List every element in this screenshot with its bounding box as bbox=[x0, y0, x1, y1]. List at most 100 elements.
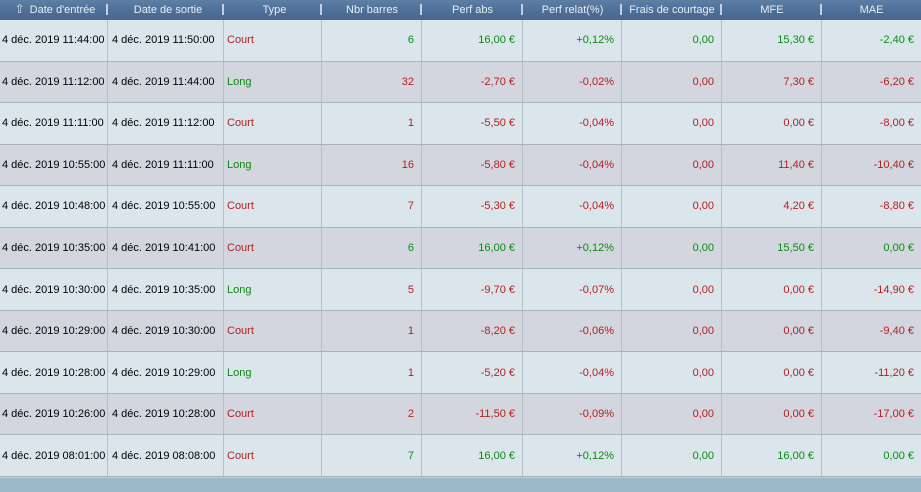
table-row[interactable]: 4 déc. 2019 10:55:00 4 déc. 2019 11:11:00… bbox=[0, 144, 921, 187]
cell-type: Long bbox=[224, 352, 322, 393]
cell-date-d-entr-e: 4 déc. 2019 10:48:00 bbox=[0, 186, 108, 227]
cell-mae: -9,40 € bbox=[879, 325, 914, 338]
cell-date-d-entr-e: 4 déc. 2019 10:55:00 bbox=[0, 144, 108, 186]
column-header-mfe[interactable]: MFE bbox=[722, 0, 822, 20]
cell-mae: -17,00 € bbox=[873, 408, 914, 421]
cell-mfe: 16,00 € bbox=[722, 435, 822, 477]
column-header-mae[interactable]: MAE bbox=[822, 0, 921, 20]
cell-nbr-barres: 6 bbox=[322, 227, 422, 269]
footer-bar bbox=[0, 477, 921, 492]
column-header-label: Date d'entrée bbox=[29, 4, 96, 16]
cell-date-de-sortie: 4 déc. 2019 10:29:00 bbox=[108, 352, 224, 393]
cell-date-d-entr-e: 4 déc. 2019 11:44:00 bbox=[0, 20, 108, 61]
cell-date-de-sortie: 4 déc. 2019 11:44:00 bbox=[108, 61, 224, 103]
cell-date-d-entr-e: 4 déc. 2019 10:30:00 bbox=[0, 269, 108, 310]
table-row[interactable]: 4 déc. 2019 10:29:00 4 déc. 2019 10:30:00… bbox=[0, 310, 921, 353]
column-header-frais-de-courtage[interactable]: Frais de courtage bbox=[622, 0, 722, 20]
cell-perf-abs: -9,70 € bbox=[422, 269, 523, 310]
table-row[interactable]: 4 déc. 2019 11:44:00 4 déc. 2019 11:50:00… bbox=[0, 20, 921, 62]
cell-date-de-sortie: 4 déc. 2019 10:28:00 bbox=[108, 393, 224, 435]
column-header-label: Perf abs bbox=[452, 4, 493, 16]
cell-nbr-barres: 1 bbox=[322, 310, 422, 352]
table-row[interactable]: 4 déc. 2019 11:12:00 4 déc. 2019 11:44:00… bbox=[0, 61, 921, 104]
cell-date-de-sortie: 4 déc. 2019 10:41:00 bbox=[108, 227, 224, 269]
cell-perf-relat: -0,07% bbox=[523, 269, 622, 310]
cell-type: Long bbox=[224, 269, 322, 310]
cell-perf-relat: -0,09% bbox=[523, 393, 622, 435]
column-header-type[interactable]: Type bbox=[224, 0, 322, 20]
cell-frais-de-courtage: 0,00 bbox=[622, 227, 722, 269]
cell-mae: -8,80 € bbox=[879, 200, 914, 213]
cell-perf-relat: -0,04% bbox=[523, 103, 622, 144]
cell-mfe: 0,00 € bbox=[722, 269, 822, 310]
cell-type: Court bbox=[224, 186, 322, 227]
cell-perf-abs: -5,30 € bbox=[422, 186, 523, 227]
cell-perf-relat: +0,12% bbox=[523, 435, 622, 477]
cell-date-d-entr-e: 4 déc. 2019 10:29:00 bbox=[0, 310, 108, 352]
cell-mfe: 11,40 € bbox=[722, 144, 822, 186]
cell-frais-de-courtage: 0,00 bbox=[622, 310, 722, 352]
table-row[interactable]: 4 déc. 2019 10:30:00 4 déc. 2019 10:35:00… bbox=[0, 269, 921, 311]
column-header-label: Type bbox=[262, 4, 287, 16]
table-row[interactable]: 4 déc. 2019 10:26:00 4 déc. 2019 10:28:00… bbox=[0, 393, 921, 436]
column-header-perf-relat[interactable]: Perf relat(%) bbox=[523, 0, 622, 20]
cell-date-d-entr-e: 4 déc. 2019 10:26:00 bbox=[0, 393, 108, 435]
cell-mfe: 0,00 € bbox=[722, 352, 822, 393]
cell-perf-relat: -0,04% bbox=[523, 186, 622, 227]
cell-perf-relat: +0,12% bbox=[523, 20, 622, 61]
cell-date-de-sortie: 4 déc. 2019 10:35:00 bbox=[108, 269, 224, 310]
cell-type: Court bbox=[224, 435, 322, 477]
cell-type: Court bbox=[224, 103, 322, 144]
cell-type: Court bbox=[224, 20, 322, 61]
cell-perf-abs: -11,50 € bbox=[422, 393, 523, 435]
cell-mfe: 0,00 € bbox=[722, 103, 822, 144]
cell-nbr-barres: 2 bbox=[322, 393, 422, 435]
cell-perf-abs: 16,00 € bbox=[422, 435, 523, 477]
sort-ascending-icon: ⇧ bbox=[14, 2, 25, 16]
cell-date-de-sortie: 4 déc. 2019 10:55:00 bbox=[108, 186, 224, 227]
cell-mae: -6,20 € bbox=[879, 75, 914, 88]
cell-date-d-entr-e: 4 déc. 2019 11:11:00 bbox=[0, 103, 108, 144]
cell-mfe: 15,30 € bbox=[722, 20, 822, 61]
cell-frais-de-courtage: 0,00 bbox=[622, 103, 722, 144]
cell-perf-abs: -2,70 € bbox=[422, 61, 523, 103]
column-header-date-d-entr-e[interactable]: ⇧ Date d'entrée bbox=[0, 0, 108, 20]
cell-perf-abs: -5,50 € bbox=[422, 103, 523, 144]
cell-nbr-barres: 7 bbox=[322, 186, 422, 227]
cell-nbr-barres: 5 bbox=[322, 269, 422, 310]
table-row[interactable]: 4 déc. 2019 10:35:00 4 déc. 2019 10:41:00… bbox=[0, 227, 921, 270]
cell-date-de-sortie: 4 déc. 2019 10:30:00 bbox=[108, 310, 224, 352]
cell-frais-de-courtage: 0,00 bbox=[622, 61, 722, 103]
cell-mfe: 0,00 € bbox=[722, 310, 822, 352]
cell-date-d-entr-e: 4 déc. 2019 08:01:00 bbox=[0, 435, 108, 477]
column-header-label: MAE bbox=[859, 4, 884, 16]
cell-nbr-barres: 1 bbox=[322, 103, 422, 144]
cell-date-de-sortie: 4 déc. 2019 11:12:00 bbox=[108, 103, 224, 144]
cell-mae: -8,00 € bbox=[879, 117, 914, 130]
cell-mfe: 15,50 € bbox=[722, 227, 822, 269]
table-row[interactable]: 4 déc. 2019 08:01:00 4 déc. 2019 08:08:00… bbox=[0, 435, 921, 478]
cell-mae: -10,40 € bbox=[873, 158, 914, 171]
cell-perf-abs: -5,80 € bbox=[422, 144, 523, 186]
table-row[interactable]: 4 déc. 2019 10:48:00 4 déc. 2019 10:55:00… bbox=[0, 186, 921, 228]
cell-date-d-entr-e: 4 déc. 2019 10:35:00 bbox=[0, 227, 108, 269]
cell-mfe: 4,20 € bbox=[722, 186, 822, 227]
column-header-label: Date de sortie bbox=[133, 4, 203, 16]
column-header-label: Frais de courtage bbox=[629, 4, 715, 16]
cell-nbr-barres: 32 bbox=[322, 61, 422, 103]
cell-perf-relat: -0,02% bbox=[523, 61, 622, 103]
table-row[interactable]: 4 déc. 2019 10:28:00 4 déc. 2019 10:29:00… bbox=[0, 352, 921, 394]
cell-date-de-sortie: 4 déc. 2019 11:50:00 bbox=[108, 20, 224, 61]
cell-type: Court bbox=[224, 310, 322, 352]
cell-frais-de-courtage: 0,00 bbox=[622, 352, 722, 393]
column-header-date-de-sortie[interactable]: Date de sortie bbox=[108, 0, 224, 20]
cell-date-d-entr-e: 4 déc. 2019 10:28:00 bbox=[0, 352, 108, 393]
cell-mfe: 7,30 € bbox=[722, 61, 822, 103]
cell-perf-abs: 16,00 € bbox=[422, 20, 523, 61]
cell-date-d-entr-e: 4 déc. 2019 11:12:00 bbox=[0, 61, 108, 103]
cell-frais-de-courtage: 0,00 bbox=[622, 144, 722, 186]
table-row[interactable]: 4 déc. 2019 11:11:00 4 déc. 2019 11:12:00… bbox=[0, 103, 921, 145]
column-header-perf-abs[interactable]: Perf abs bbox=[422, 0, 523, 20]
column-header-nbr-barres[interactable]: Nbr barres bbox=[322, 0, 422, 20]
